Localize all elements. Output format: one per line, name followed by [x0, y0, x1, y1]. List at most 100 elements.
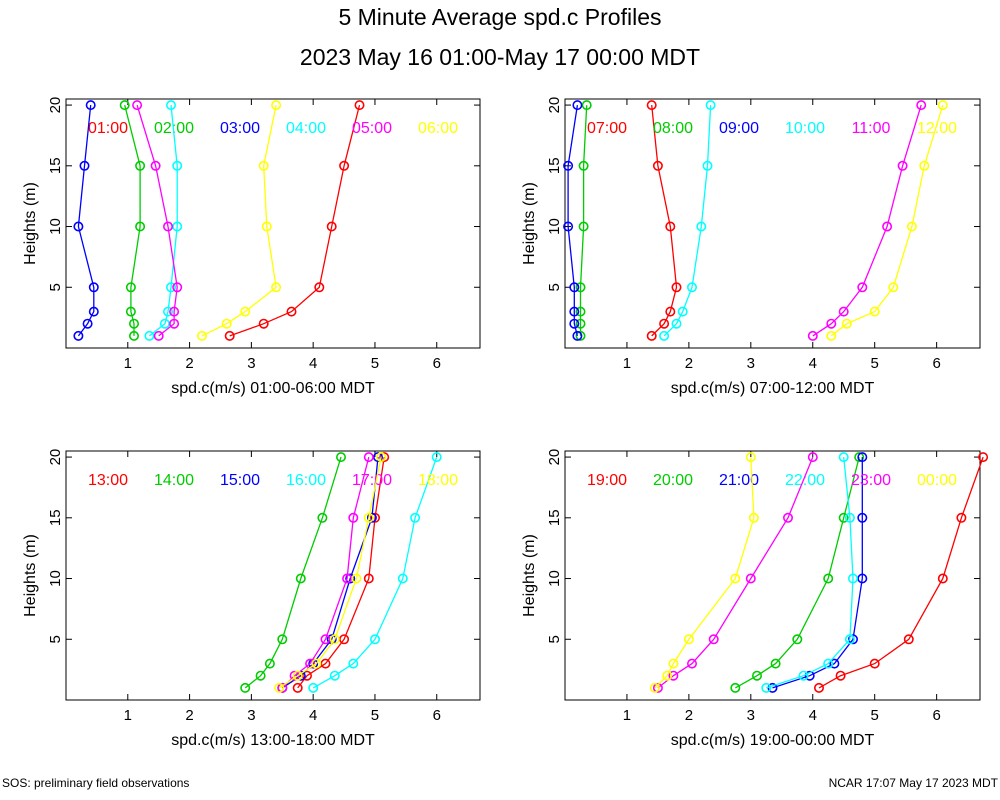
data-point [85, 100, 96, 111]
x-axis-label: spd.c(m/s) 19:00-00:00 MDT [671, 732, 875, 749]
series-0800 [575, 100, 592, 341]
x-tick-label: 1 [623, 707, 631, 724]
data-point [569, 318, 580, 329]
data-point [823, 658, 834, 669]
data-point [826, 318, 837, 329]
data-point [652, 682, 663, 693]
x-tick-label: 2 [685, 707, 693, 724]
data-point [646, 330, 657, 341]
data-point [366, 512, 377, 523]
data-point [730, 573, 741, 584]
data-point [646, 100, 657, 111]
data-point [363, 452, 374, 463]
series-line [297, 457, 385, 689]
series-line [148, 105, 178, 337]
data-point [135, 160, 146, 171]
x-tick-label: 4 [809, 355, 817, 372]
data-point [869, 306, 880, 317]
data-point [956, 512, 967, 523]
x-tick-label: 3 [247, 355, 255, 372]
x-axis-label: spd.c(m/s) 01:00-06:00 MDT [171, 380, 375, 397]
data-point [308, 682, 319, 693]
profile-panel-3: 1 2 3 4 5 6 5 10 15 20 spd.c(m/s) 13:00-18:00 MDT H… [22, 449, 481, 749]
series-line [651, 105, 678, 337]
legend-entry: 04:00 [286, 120, 326, 137]
y-axis-label: Heights (m) [22, 534, 39, 617]
y-tick-label: 15 [47, 509, 64, 526]
y-tick-label: 5 [47, 283, 64, 291]
y-tick-label: 5 [546, 635, 563, 643]
data-point [782, 512, 793, 523]
y-axis-label: Heights (m) [521, 534, 538, 617]
data-point [854, 452, 865, 463]
data-point [677, 306, 688, 317]
y-tick-label: 10 [546, 218, 563, 235]
series-line [567, 105, 579, 337]
data-point [841, 318, 852, 329]
data-point [761, 682, 772, 693]
legend-entry: 11:00 [852, 120, 891, 137]
series-line [136, 104, 178, 337]
data-point [166, 100, 177, 111]
data-point [888, 282, 899, 293]
data-point [668, 658, 679, 669]
legend-entry: 13:00 [88, 472, 128, 489]
data-point [163, 306, 174, 317]
data-point [857, 282, 868, 293]
series-0700 [646, 100, 682, 341]
x-tick-label: 4 [809, 707, 817, 724]
data-point [339, 160, 350, 171]
data-point [569, 306, 580, 317]
data-point [135, 221, 146, 232]
data-point [369, 512, 380, 523]
data-point [345, 573, 356, 584]
data-point [363, 573, 374, 584]
x-tick-label: 2 [185, 707, 193, 724]
series-line [812, 104, 922, 337]
data-point [277, 634, 288, 645]
data-point [125, 282, 136, 293]
data-point [224, 330, 235, 341]
legend-entry: 08:00 [653, 120, 693, 137]
data-point [271, 100, 282, 111]
data-point [172, 282, 183, 293]
x-tick-label: 1 [623, 355, 631, 372]
series-line [124, 104, 141, 336]
data-point [572, 330, 583, 341]
data-point [937, 573, 948, 584]
y-tick-label: 10 [47, 218, 64, 235]
data-point [578, 221, 589, 232]
data-point [271, 282, 282, 293]
data-point [937, 100, 948, 111]
x-tick-label: 4 [309, 707, 317, 724]
data-point [683, 634, 694, 645]
series-line [766, 457, 854, 689]
data-point [572, 100, 583, 111]
series-1100 [807, 100, 927, 341]
series-line [818, 456, 984, 689]
data-point [169, 306, 180, 317]
series-line [663, 105, 712, 337]
series-line [772, 457, 863, 689]
data-point [314, 282, 325, 293]
x-tick-label: 4 [309, 355, 317, 372]
data-point [838, 306, 849, 317]
data-point [730, 682, 741, 693]
data-point [292, 670, 303, 681]
data-point [882, 221, 893, 232]
x-tick-label: 6 [932, 707, 940, 724]
series-line [201, 104, 277, 337]
data-point [354, 100, 365, 111]
data-point [652, 160, 663, 171]
data-point [807, 330, 818, 341]
data-point [903, 634, 914, 645]
data-point [82, 318, 93, 329]
legend-entry: 17:00 [352, 472, 392, 489]
legend-entry: 21:00 [719, 472, 759, 489]
data-point [264, 658, 275, 669]
data-point [686, 658, 697, 669]
data-point [857, 452, 868, 463]
series-2200 [761, 452, 858, 693]
data-point [575, 318, 586, 329]
